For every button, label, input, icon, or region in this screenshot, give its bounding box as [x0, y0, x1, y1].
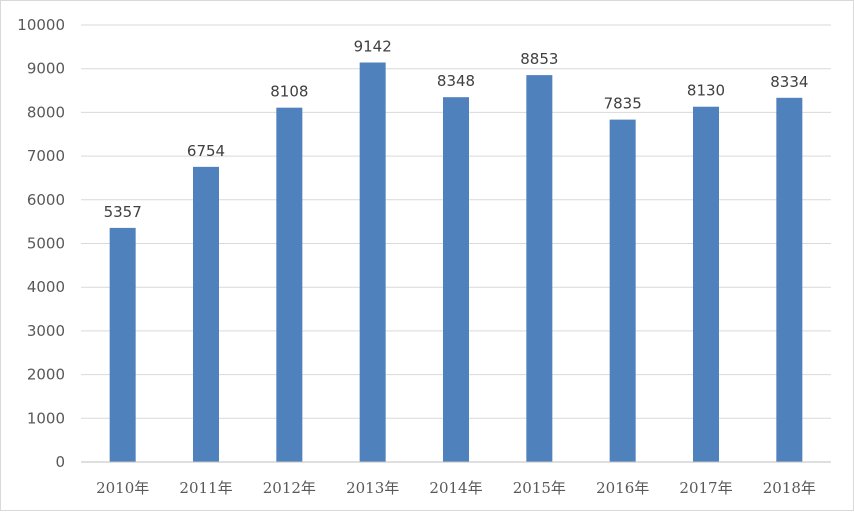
y-tick-label: 3000 — [27, 322, 65, 340]
bar-2014年 — [443, 97, 469, 463]
data-label: 7835 — [604, 95, 642, 113]
x-category-label: 2014年 — [429, 479, 482, 497]
x-category-label: 2013年 — [346, 479, 399, 497]
bar-2015年 — [526, 75, 553, 462]
y-tick-label: 10000 — [17, 16, 65, 34]
bar-2010年 — [109, 227, 136, 462]
bar-2011年 — [193, 166, 219, 462]
data-label: 8130 — [687, 82, 725, 100]
bar-2017年 — [693, 106, 719, 463]
x-category-label: 2016年 — [596, 479, 649, 497]
y-tick-label: 0 — [55, 453, 65, 471]
y-tick-label: 9000 — [27, 60, 65, 78]
data-labels: 5357 6754 8108 9142 8348 8853 7835 8130 8334 — [104, 37, 809, 220]
data-label: 8334 — [770, 73, 808, 91]
y-tick-label: 5000 — [27, 235, 65, 253]
data-label: 5357 — [104, 203, 142, 221]
y-tick-label: 8000 — [27, 103, 65, 121]
x-category-label: 2015年 — [513, 479, 566, 497]
bars — [109, 62, 803, 463]
data-label: 8108 — [270, 83, 308, 101]
bar-2013年 — [359, 62, 386, 462]
x-category-label: 2012年 — [263, 479, 316, 497]
x-axis-category-labels: 2010年 2011年 2012年 2013年 2014年 2015年 2016年 2017年… — [96, 479, 816, 497]
x-category-label: 2017年 — [679, 479, 732, 497]
data-label: 8348 — [437, 72, 475, 90]
bar-2016年 — [609, 119, 636, 462]
x-category-label: 2010年 — [96, 479, 149, 497]
x-category-label: 2011年 — [179, 479, 232, 497]
y-tick-label: 7000 — [27, 147, 65, 165]
y-tick-label: 2000 — [27, 366, 65, 384]
y-tick-label: 6000 — [27, 191, 65, 209]
data-label: 8853 — [520, 50, 558, 68]
data-label: 9142 — [354, 37, 392, 55]
data-label: 6754 — [187, 142, 225, 160]
y-tick-label: 4000 — [27, 278, 65, 296]
bar-2012年 — [276, 107, 303, 463]
x-category-label: 2018年 — [763, 479, 816, 497]
y-axis-tick-labels: 0 1000 2000 3000 4000 5000 6000 7000 8000 9000 100… — [17, 16, 65, 471]
bar-2018年 — [776, 97, 803, 462]
y-tick-label: 1000 — [27, 409, 65, 427]
